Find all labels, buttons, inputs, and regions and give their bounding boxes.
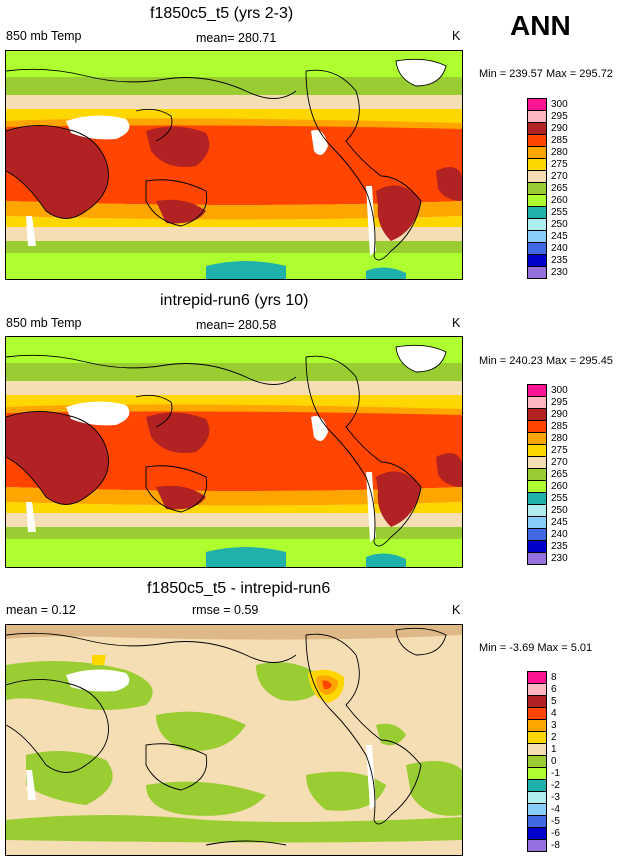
panel2-minmax-label: Min = 240.23 Max = 295.45 [479,355,613,367]
season-label: ANN [510,10,571,41]
panel1-minmax-label: Min = 239.57 Max = 295.72 [479,68,613,80]
colorbar-level-label: -3 [551,792,560,803]
colorbar-level-label: 2 [551,732,557,743]
panel1-units-label: K [452,29,461,43]
colorbar-level-label: 280 [551,433,568,444]
colorbar-level-label: 270 [551,171,568,182]
colorbar-level-label: 275 [551,445,568,456]
colorbar-level-label: 260 [551,481,568,492]
colorbar-level-label: -6 [551,828,560,839]
panel2-units-label: K [452,316,461,330]
colorbar-level-label: 260 [551,195,568,206]
panel3-minmax-label: Min = -3.69 Max = 5.01 [479,642,593,654]
panel2-colorbar: 300 295 290 285 280 275 270 265 260 255 250 245 240 2… [527,384,568,565]
colorbar-level-label: 300 [551,99,568,110]
panel3-map [5,624,463,856]
panel1-map [5,50,463,280]
colorbar-level-label: 250 [551,505,568,516]
panel2-map [5,336,463,568]
colorbar-level-label: 255 [551,207,568,218]
panel1-variable-label: 850 mb Temp [6,29,82,43]
colorbar-level-label: 295 [551,397,568,408]
colorbar-level-label: 8 [551,672,557,683]
colorbar-swatch [527,266,547,279]
panel3-rmse-label: rmse = 0.59 [192,603,259,617]
colorbar-level-label: -1 [551,768,560,779]
colorbar-level-label: 265 [551,183,568,194]
colorbar-level-label: 3 [551,720,557,731]
panel1-map-svg [6,51,462,279]
colorbar-level-label: 0 [551,756,557,767]
colorbar-level-label: 245 [551,517,568,528]
colorbar-level-label: 290 [551,123,568,134]
colorbar-level-label: 285 [551,135,568,146]
colorbar-level-label: -5 [551,816,560,827]
colorbar-level-label: -4 [551,804,560,815]
colorbar-level-label: 235 [551,541,568,552]
panel3-colorbar: 8 6 5 4 3 2 1 0 -1 -2 -3 -4 -5 -6 -8 [527,671,560,852]
colorbar-level-label: 6 [551,684,557,695]
colorbar-level-label: 285 [551,421,568,432]
panel1-mean-label: mean= 280.71 [196,31,277,45]
colorbar-level-label: 230 [551,553,568,564]
panel3-title: f1850c5_t5 - intrepid-run6 [147,580,331,597]
colorbar-level-label: 290 [551,409,568,420]
panel2-title: intrepid-run6 (yrs 10) [160,292,309,309]
panel2-mean-label: mean= 280.58 [196,318,277,332]
colorbar-level-label: 245 [551,231,568,242]
panel1-title: f1850c5_t5 (yrs 2-3) [150,5,294,22]
colorbar-level-label: 4 [551,708,557,719]
colorbar-level-label: 295 [551,111,568,122]
colorbar-swatch [527,839,547,852]
colorbar-level-label: 5 [551,696,557,707]
panel2-map-svg [6,337,462,567]
colorbar-level-label: -2 [551,780,560,791]
colorbar-level-label: 240 [551,529,568,540]
panel3-mean-label: mean = 0.12 [6,603,76,617]
panel3-map-svg [6,625,462,855]
colorbar-level-label: 1 [551,744,557,755]
colorbar-level-label: 255 [551,493,568,504]
colorbar-level-label: 235 [551,255,568,266]
colorbar-level-label: 275 [551,159,568,170]
colorbar-level-label: 265 [551,469,568,480]
colorbar-level-label: 270 [551,457,568,468]
colorbar-swatch [527,552,547,565]
colorbar-level-label: 230 [551,267,568,278]
colorbar-level-label: -8 [551,840,560,851]
panel3-units-label: K [452,603,461,617]
panel1-colorbar: 300 295 290 285 280 275 270 265 260 255 250 245 240 2… [527,98,568,279]
colorbar-level-label: 240 [551,243,568,254]
colorbar-level-label: 280 [551,147,568,158]
panel2-variable-label: 850 mb Temp [6,316,82,330]
colorbar-level-label: 250 [551,219,568,230]
colorbar-level-label: 300 [551,385,568,396]
